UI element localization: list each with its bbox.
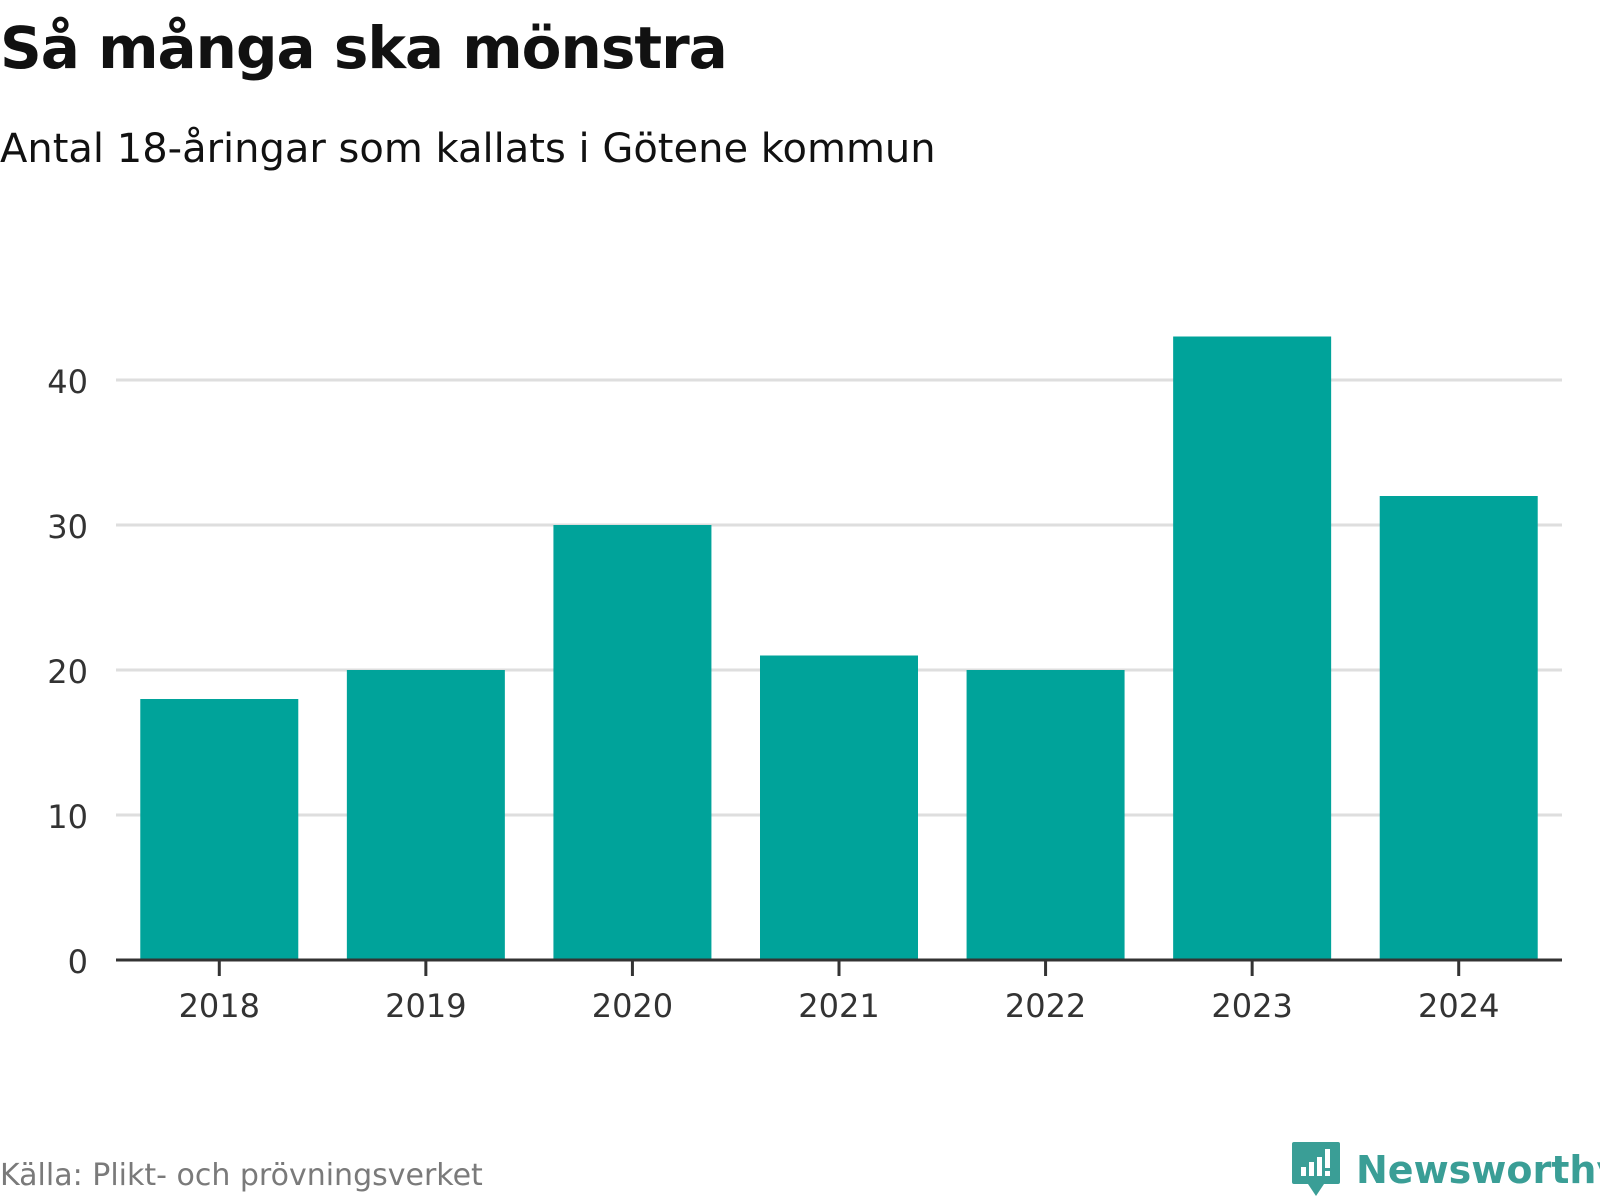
bar-2022 <box>966 670 1125 960</box>
x-tick-label: 2021 <box>798 987 879 1025</box>
y-tick-label: 30 <box>47 508 88 546</box>
x-tick-label: 2020 <box>592 987 673 1025</box>
y-tick-label: 0 <box>68 943 88 981</box>
y-tick-label: 10 <box>47 798 88 836</box>
chart-title: Så många ska mönstra <box>0 14 728 82</box>
bar-2023 <box>1173 336 1332 960</box>
bar-2019 <box>346 670 505 960</box>
bar-2020 <box>553 525 712 960</box>
x-tick-label: 2023 <box>1211 987 1292 1025</box>
brand-name: Newsworthy <box>1356 1148 1600 1192</box>
bar-2018 <box>140 699 299 960</box>
source-note: Källa: Plikt- och prövningsverket <box>0 1158 483 1193</box>
x-tick-label: 2018 <box>179 987 260 1025</box>
y-tick-label: 40 <box>47 363 88 401</box>
bar-2021 <box>760 655 918 960</box>
x-tick-label: 2024 <box>1418 987 1499 1025</box>
y-tick-label: 20 <box>47 653 88 691</box>
chart-subtitle: Antal 18-åringar som kallats i Götene ko… <box>0 126 936 172</box>
x-tick-label: 2019 <box>385 987 466 1025</box>
bar-2024 <box>1379 496 1538 960</box>
newsworthy-brand: Newsworthy <box>1290 1140 1600 1200</box>
bar-chart-speech-bubble-icon <box>1292 1142 1340 1196</box>
x-tick-label: 2022 <box>1005 987 1086 1025</box>
